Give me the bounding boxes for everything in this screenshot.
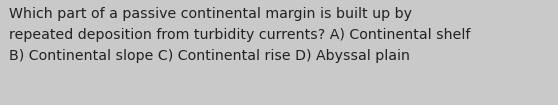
- Text: Which part of a passive continental margin is built up by
repeated deposition fr: Which part of a passive continental marg…: [9, 7, 470, 63]
